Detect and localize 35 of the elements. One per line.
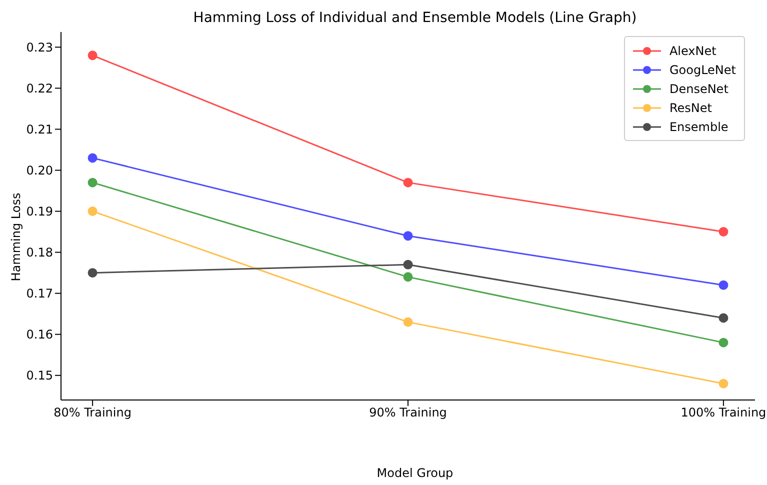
x-tick-label: 100% Training — [680, 406, 766, 420]
point — [403, 317, 413, 327]
y-tick-label: 0.15 — [26, 368, 53, 383]
point — [403, 231, 413, 241]
legend-label: ResNet — [669, 100, 712, 114]
y-tick-label: 0.18 — [26, 246, 53, 260]
y-tick-label: 0.17 — [26, 286, 53, 301]
point — [88, 153, 98, 163]
point — [718, 378, 728, 388]
legend-label: GoogLeNet — [669, 62, 736, 76]
point — [403, 178, 413, 188]
y-tick-label: 0.22 — [26, 81, 53, 96]
x-tick-label: 80% Training — [54, 406, 132, 420]
y-tick-label: 0.23 — [26, 40, 53, 54]
point — [88, 50, 98, 60]
y-tick-label: 0.20 — [26, 164, 53, 178]
point — [718, 338, 728, 348]
point — [403, 272, 413, 282]
point — [88, 206, 98, 216]
x-tick-label: 90% Training — [369, 406, 447, 420]
point — [718, 227, 728, 237]
y-axis-title: Hamming Loss — [9, 192, 23, 282]
legend-label: Ensemble — [669, 120, 728, 134]
point — [718, 280, 728, 290]
y-tick-label: 0.19 — [26, 204, 53, 219]
y-tick-label: 0.16 — [26, 328, 53, 342]
chart-title: Hamming Loss of Individual and Ensemble Models (Line Graph) — [192, 10, 638, 26]
point — [88, 178, 98, 188]
y-tick-label: 0.21 — [26, 122, 53, 136]
x-axis-title: Model Group — [376, 466, 454, 480]
legend-label: AlexNet — [669, 44, 716, 58]
legend-label: DenseNet — [669, 82, 728, 96]
point — [403, 260, 413, 270]
point — [88, 268, 98, 278]
point — [718, 313, 728, 323]
